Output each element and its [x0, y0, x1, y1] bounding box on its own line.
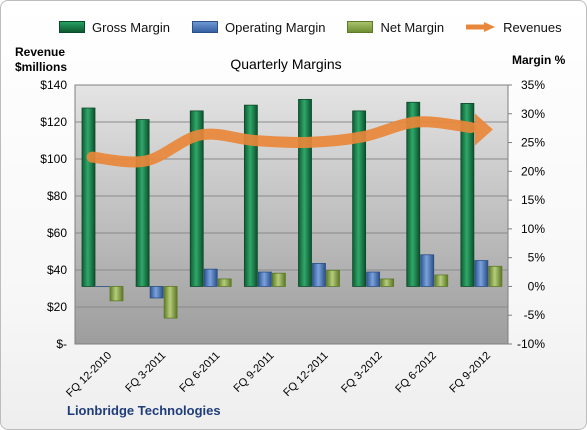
y2-tick-label: -5%: [524, 308, 546, 322]
x-category-label: FQ 9-2012: [447, 350, 493, 396]
bar-operating-margin: [474, 260, 489, 287]
bar-net-margin: [163, 286, 178, 319]
legend-item-net-margin: Net Margin: [347, 20, 444, 35]
y-tick-label: $100: [40, 152, 67, 166]
bar-net-margin: [380, 278, 395, 287]
bar-net-margin: [271, 272, 286, 287]
bar-net-margin: [434, 274, 449, 287]
y-tick-label: $60: [47, 226, 67, 240]
y2-tick-label: 25%: [521, 136, 545, 150]
bar-gross-margin: [135, 119, 150, 287]
revenues-arrowhead: [474, 113, 493, 146]
bar-gross-margin: [81, 107, 96, 287]
y2-tick-label: 0%: [528, 279, 546, 293]
x-category-label: FQ 9-2011: [231, 350, 276, 395]
legend-swatch-operating-margin: [192, 21, 219, 33]
y-tick-label: $40: [47, 263, 67, 277]
legend-item-revenues: Revenues: [466, 20, 562, 35]
right-axis-title: Margin %: [512, 53, 566, 67]
bar-operating-margin: [312, 263, 326, 287]
legend-label-operating-margin: Operating Margin: [225, 19, 326, 35]
company-name: Lionbridge Technologies: [67, 403, 221, 418]
bar-gross-margin: [243, 104, 258, 287]
y-tick-label: $140: [40, 78, 67, 92]
y-tick-label: $120: [40, 115, 67, 129]
y2-tick-label: 5%: [528, 251, 546, 265]
bar-operating-margin: [257, 271, 272, 287]
y-tick-label: $-: [56, 337, 67, 351]
y2-tick-label: 30%: [521, 107, 545, 121]
x-category-label: FQ 12-2010: [64, 350, 114, 400]
bar-gross-margin: [189, 110, 204, 287]
bar-operating-margin: [366, 271, 381, 287]
y-tick-label: $80: [47, 189, 67, 203]
y2-tick-label: -10%: [517, 337, 545, 351]
legend-item-gross-margin: Gross Margin: [59, 20, 170, 35]
bar-gross-margin: [298, 98, 312, 287]
y2-tick-label: 20%: [521, 164, 545, 178]
y2-tick-label: 15%: [521, 193, 545, 207]
chart-title: Quarterly Margins: [230, 56, 342, 72]
bar-net-margin: [488, 265, 503, 287]
bar-net-margin: [217, 278, 232, 287]
legend-item-operating-margin: Operating Margin: [192, 20, 325, 35]
revenues-line: [86, 116, 477, 168]
x-category-label: FQ 3-2012: [339, 350, 385, 396]
bar-operating-margin: [420, 254, 435, 287]
legend-swatch-net-margin: [347, 21, 374, 33]
bar-net-margin: [326, 269, 340, 287]
legend-swatch-gross-margin: [59, 21, 85, 33]
legend-label-gross-margin: Gross Margin: [92, 19, 171, 35]
bar-gross-margin: [406, 101, 421, 287]
x-category-label: FQ 6-2011: [177, 350, 222, 395]
legend-label-net-margin: Net Margin: [380, 19, 445, 35]
x-category-label: FQ 6-2012: [393, 350, 439, 396]
bar-gross-margin: [460, 103, 475, 287]
y-tick-label: $20: [47, 300, 67, 314]
x-category-label: FQ 12-2011: [281, 350, 330, 399]
left-axis-title: Revenue $millions: [15, 45, 68, 74]
bar-gross-margin: [352, 110, 367, 287]
y2-tick-label: 35%: [521, 78, 545, 92]
legend: Gross Margin Operating Margin Net Margin…: [59, 17, 584, 37]
y2-tick-label: 10%: [521, 222, 545, 236]
x-category-label: FQ 3-2011: [123, 350, 168, 395]
legend-swatch-revenues: [466, 22, 496, 32]
bar-operating-margin: [203, 268, 218, 287]
bar-operating-margin: [149, 286, 164, 299]
legend-label-revenues: Revenues: [503, 19, 562, 35]
bar-net-margin: [109, 286, 124, 302]
